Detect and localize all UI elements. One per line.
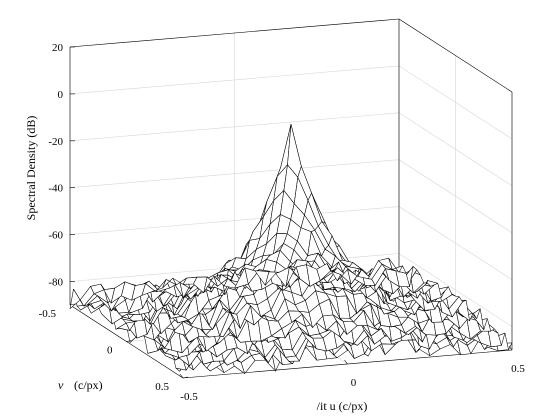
axis-ticks: 20 0 -20 -40 -60 -80 -0.5 0 0.5 -0.5 0 0.5 — [39, 42, 526, 403]
surface-patch — [381, 343, 396, 355]
x-axis-label: /it u (c/px) — [317, 399, 368, 413]
z-tick-label: -20 — [48, 136, 63, 148]
surface-patch — [388, 257, 403, 273]
y-tick-mark — [182, 376, 189, 379]
y-tick-mark — [69, 303, 76, 306]
axes-box-edge — [398, 18, 513, 93]
y-tick-label: -0.5 — [39, 308, 57, 320]
x-tick-mark — [179, 373, 184, 379]
z-tick-label: -60 — [48, 230, 63, 242]
axes-box-edge — [69, 18, 400, 48]
grid-line-z — [69, 18, 513, 93]
surface-mesh — [69, 124, 513, 374]
z-tick-label: -80 — [48, 277, 63, 289]
x-tick-mark — [344, 359, 348, 365]
y-tick-mark — [126, 340, 132, 342]
y-tick-label: 0 — [107, 345, 113, 357]
x-tick-mark — [508, 345, 513, 351]
z-tick-label: 20 — [52, 42, 64, 54]
x-tick-label: 0.5 — [511, 363, 525, 375]
y-axis-label-unit: (c/px) — [74, 378, 103, 392]
y-axis-label-symbol: v — [58, 378, 64, 392]
z-axis-label: Spectral Density (dB) — [24, 116, 38, 221]
x-tick-label: 0 — [351, 377, 357, 389]
z-tick-label: 0 — [58, 89, 64, 101]
x-tick-label: -0.5 — [180, 391, 198, 403]
y-axis-label: v (c/px) — [58, 378, 103, 392]
y-tick-label: 0.5 — [155, 381, 169, 393]
z-tick-label: -40 — [48, 183, 63, 195]
